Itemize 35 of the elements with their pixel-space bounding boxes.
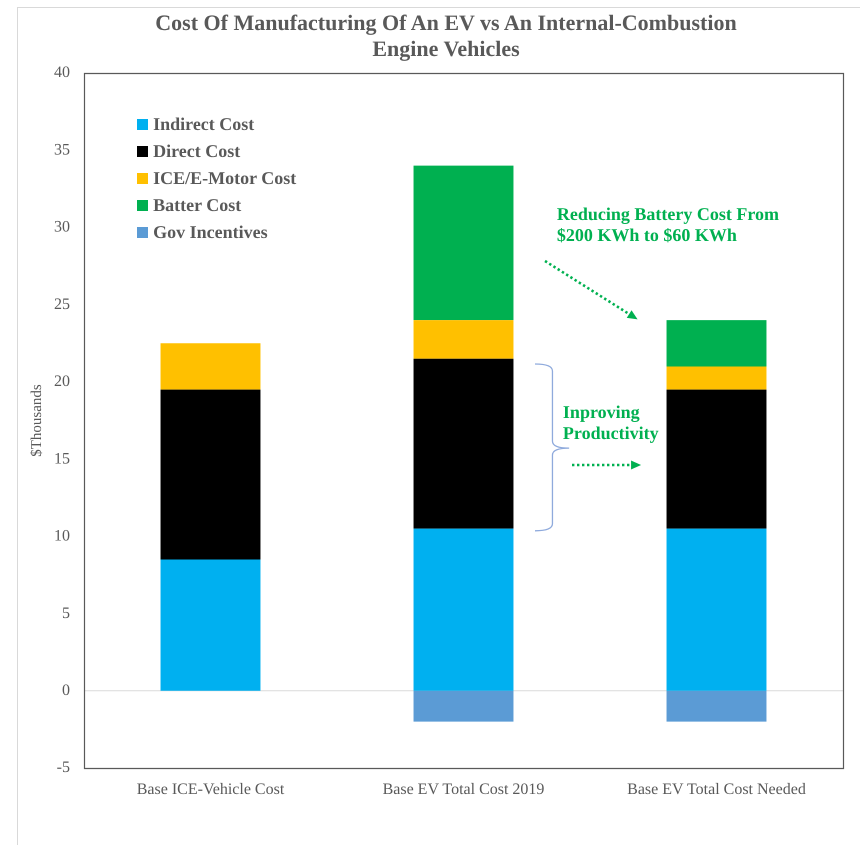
y-tick-label: 10: [54, 528, 70, 545]
y-tick-label: 20: [54, 373, 70, 390]
bar: [414, 166, 514, 320]
bar: [666, 320, 766, 366]
bar: [666, 390, 766, 529]
y-tick-label: 0: [62, 682, 70, 699]
y-tick-label: 35: [54, 141, 70, 158]
bar: [160, 390, 260, 560]
bar: [414, 320, 514, 359]
chart-title: Cost Of Manufacturing Of An EV vs An Internal-Combustion Engine Vehicles: [154, 10, 738, 62]
legend-label: Batter Cost: [153, 195, 242, 216]
annotation: Inproving Productivity: [562, 402, 660, 444]
x-tick-label: Base EV Total Cost Needed: [627, 780, 806, 798]
y-tick-label: 5: [62, 604, 70, 622]
bar: [414, 358, 514, 529]
y-tick-label: 15: [54, 450, 70, 468]
y-axis-title: $Thousands: [28, 384, 45, 457]
bar: [666, 366, 766, 390]
y-tick-label: 25: [54, 296, 70, 313]
legend-label: Gov Incentives: [153, 222, 268, 242]
bar: [666, 528, 766, 691]
y-tick-label: 30: [54, 218, 70, 236]
y-tick-label: -5: [56, 759, 70, 776]
x-tick-label: Base ICE-Vehicle Cost: [136, 780, 285, 798]
annotation: Reducing Battery Cost From $200 KWh to $60 KWh: [556, 204, 780, 246]
legend-label: Direct Cost: [153, 141, 240, 162]
bar: [160, 560, 260, 691]
legend-label: Indirect Cost: [153, 114, 254, 134]
x-tick-label: Base EV Total Cost 2019: [382, 780, 544, 798]
bar: [414, 528, 514, 691]
bar: [414, 690, 514, 722]
bar: [160, 343, 260, 390]
y-tick-label: 40: [54, 64, 70, 82]
legend-label: ICE/E-Motor Cost: [153, 168, 296, 188]
bar: [666, 690, 766, 722]
